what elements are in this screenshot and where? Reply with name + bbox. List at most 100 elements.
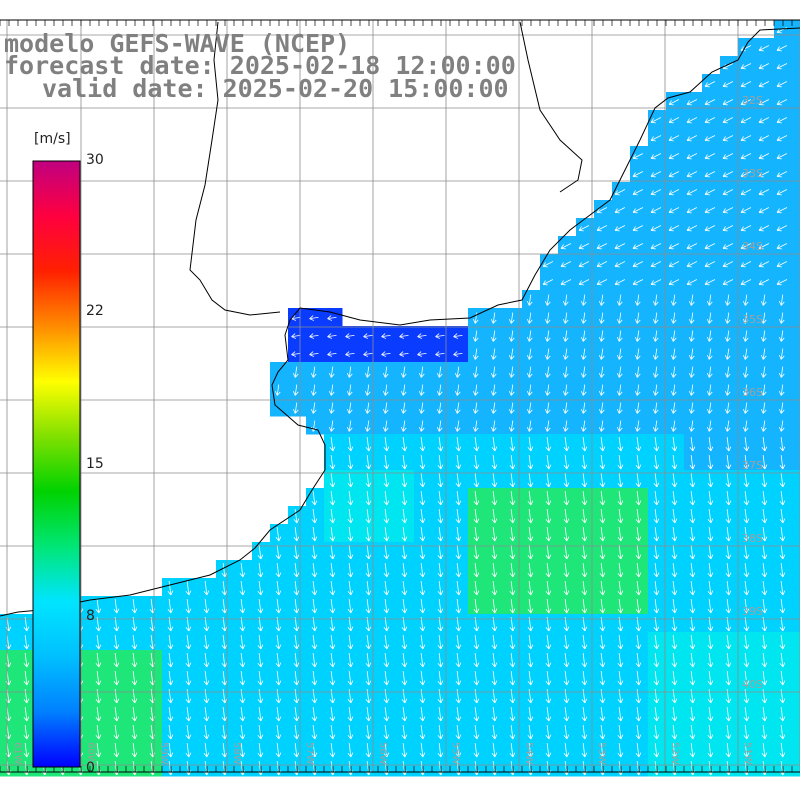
wind-arrow [689,437,696,452]
wind-arrow [327,351,337,357]
wind-arrow [508,366,515,378]
wind-arrow [310,366,317,378]
wind-arrow [365,527,372,542]
wind-speed-cell [738,578,757,597]
wind-speed-cell [234,686,253,705]
wind-speed-cell [558,578,577,597]
wind-arrow [131,653,138,668]
wind-arrow [545,527,552,542]
wind-speed-cell [720,560,739,579]
wind-speed-cell [90,722,109,741]
wind-arrow [365,743,372,758]
wind-speed-cell [738,344,757,363]
wind-arrow [635,455,642,470]
wind-arrow [365,581,372,596]
wind-speed-cell [486,416,505,435]
wind-arrow [437,743,444,758]
wind-speed-cell [792,56,800,75]
wind-arrow [617,671,624,686]
wind-arrow [563,437,570,452]
wind-arrow [632,171,644,178]
wind-arrow [437,653,444,668]
wind-speed-cell [648,362,667,381]
wind-speed-cell [558,668,577,687]
wind-speed-cell [702,434,721,453]
wind-arrow [542,279,554,286]
wind-arrow [761,707,768,722]
wind-arrow [346,366,353,378]
colorbar-tick: 30 [86,152,104,168]
wind-speed-cell [378,578,397,597]
coastline [0,21,800,617]
wind-speed-cell [270,596,289,615]
wind-speed-cell [756,398,775,417]
wind-speed-cell [558,452,577,471]
wind-arrow [599,725,606,740]
wind-arrow [292,384,299,396]
wind-arrow [527,653,534,668]
wind-arrow [419,671,426,686]
wind-speed-cell [90,740,109,759]
wind-speed-cell [360,452,379,471]
wind-speed-cell [594,668,613,687]
wind-arrow [491,635,498,650]
wind-speed-cell [720,596,739,615]
wind-speed-cell [792,254,800,273]
wind-arrow [221,581,228,596]
wind-speed-cell [468,434,487,453]
longitude-label: 52W [669,742,680,765]
wind-arrow [419,509,426,524]
wind-speed-cell [306,362,325,381]
wind-speed-cell [540,578,559,597]
wind-speed-cell [180,650,199,669]
wind-speed-cell [522,596,541,615]
wind-arrow [329,743,336,758]
wind-speed-cell [630,470,649,489]
wind-speed-cell [666,686,685,705]
wind-arrow [347,545,354,560]
wind-arrow [707,473,714,488]
wind-speed-cell [576,308,595,327]
wind-speed-cell [234,560,253,579]
wind-arrow [740,225,752,232]
wind-arrow [545,653,552,668]
wind-speed-cell [792,596,800,615]
wind-arrow [382,384,389,396]
wind-speed-cell [558,704,577,723]
wind-speed-cell [702,452,721,471]
wind-speed-cell [414,452,433,471]
wind-arrow [668,261,680,268]
wind-speed-cell [144,704,163,723]
wind-arrow [761,491,768,506]
wind-arrow [686,207,698,214]
wind-speed-cell [396,326,415,345]
wind-speed-cell [648,740,667,759]
wind-arrow [617,743,624,758]
wind-speed-cell [738,542,757,561]
wind-speed-cell [450,740,469,759]
wind-speed-cell [612,596,631,615]
wind-speed-cell [684,380,703,399]
wind-arrow [167,689,174,704]
wind-speed-cell [720,578,739,597]
wind-arrow [472,402,479,414]
wind-arrow [778,420,785,432]
wind-speed-cell [738,362,757,381]
wind-speed-cell [576,488,595,507]
wind-speed-cell [666,704,685,723]
wind-arrow [562,402,569,414]
wind-speed-cell [198,578,217,597]
wind-speed-cell [162,668,181,687]
wind-arrow [490,312,497,324]
wind-speed-cell [270,668,289,687]
wind-arrow [490,420,497,432]
wind-arrow [365,473,372,488]
wind-arrow [706,330,713,342]
wind-arrow [363,333,373,339]
wind-arrow [418,402,425,414]
wind-arrow [598,294,605,306]
longitude-label: 54W [523,742,534,765]
wind-speed-cell [558,524,577,543]
wind-arrow [185,599,192,614]
wind-speed-cell [522,434,541,453]
